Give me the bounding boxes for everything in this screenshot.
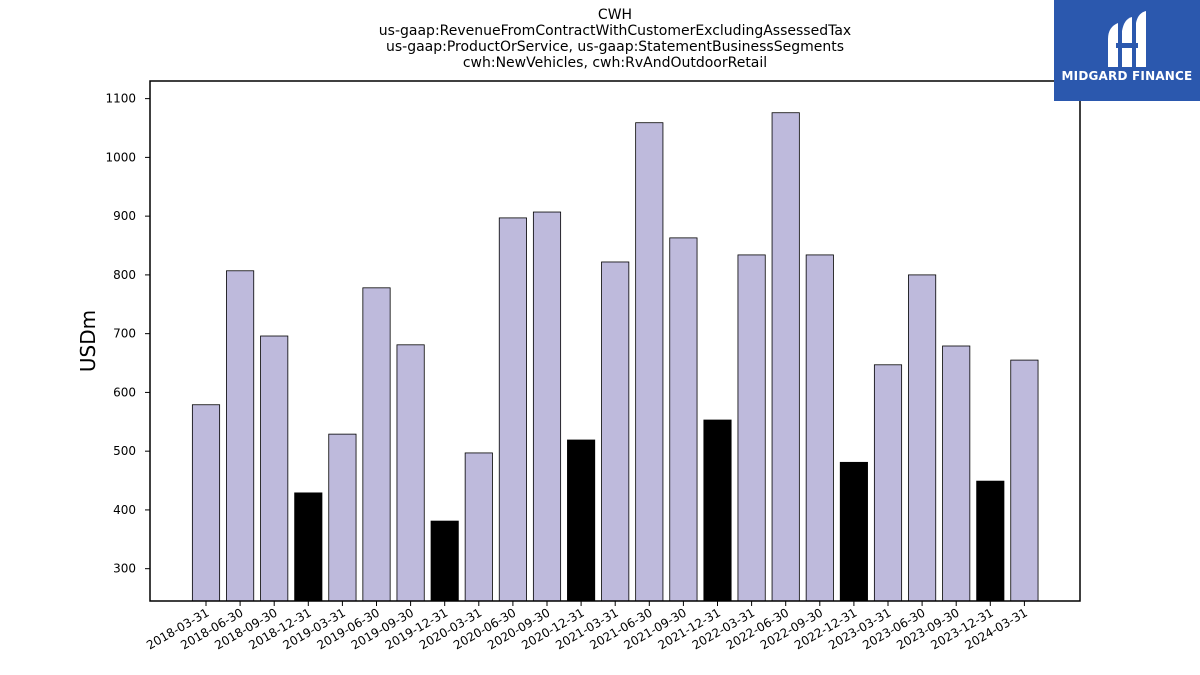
bar-2021-03-31: [601, 261, 630, 602]
y-tick-label: 400: [113, 503, 136, 517]
bar-2022-12-31: [839, 461, 868, 602]
title-line-members: cwh:NewVehicles, cwh:RvAndOutdoorRetail: [462, 55, 768, 71]
y-tick-label: 600: [113, 385, 136, 399]
bar-2022-06-30: [771, 112, 800, 602]
title-line-ticker: CWH: [597, 7, 633, 23]
y-tick-label: 800: [113, 268, 136, 282]
bar-2020-12-31: [567, 439, 596, 602]
bar-2020-06-30: [498, 217, 527, 602]
bar-2019-03-31: [328, 433, 357, 602]
chart-title: CWH us-gaap:RevenueFromContractWithCusto…: [150, 7, 1080, 71]
bar-2022-09-30: [805, 254, 834, 602]
bar-2021-12-31: [703, 419, 732, 602]
brand-logo: MIDGARD FINANCE: [1054, 0, 1200, 101]
bar-2023-06-30: [908, 274, 937, 602]
bar-2023-03-31: [873, 364, 903, 602]
bar-2023-09-30: [942, 345, 971, 602]
y-tick-label: 300: [113, 562, 136, 576]
bar-2023-12-31: [976, 480, 1005, 602]
title-line-axes: us-gaap:ProductOrService, us-gaap:Statem…: [385, 39, 844, 55]
y-tick-label: 700: [113, 327, 136, 341]
bar-2019-06-30: [362, 287, 391, 602]
bar-2018-03-31: [191, 404, 221, 602]
bar-2021-09-30: [669, 237, 698, 602]
bar-2018-09-30: [260, 335, 289, 602]
bar-2020-09-30: [532, 211, 562, 602]
bar-2022-03-31: [737, 254, 766, 602]
logo-text: MIDGARD FINANCE: [1061, 69, 1193, 83]
plot-frame: [149, 80, 1081, 602]
y-tick-label: 900: [113, 209, 136, 223]
bar-2019-12-31: [430, 520, 459, 602]
y-axis-label: USDm: [76, 310, 100, 372]
bars-group: [191, 112, 1039, 602]
y-tick-label: 1100: [105, 92, 136, 106]
bar-2020-03-31: [464, 452, 493, 602]
bar-2018-12-31: [294, 492, 323, 602]
logo-mark-icon: [1108, 11, 1146, 67]
title-line-concept: us-gaap:RevenueFromContractWithCustomerE…: [378, 23, 852, 39]
y-axis: 300 400 500 600 700 800 900 1000 1100: [105, 92, 150, 576]
bar-2021-06-30: [635, 122, 664, 602]
bar-2019-09-30: [396, 344, 425, 602]
y-tick-label: 500: [113, 444, 136, 458]
y-tick-label: 1000: [105, 150, 136, 164]
bar-2024-03-31: [1010, 359, 1039, 602]
bar-2018-06-30: [226, 270, 255, 602]
x-axis: 2018-03-312018-06-302018-09-302018-12-31…: [144, 601, 1030, 652]
